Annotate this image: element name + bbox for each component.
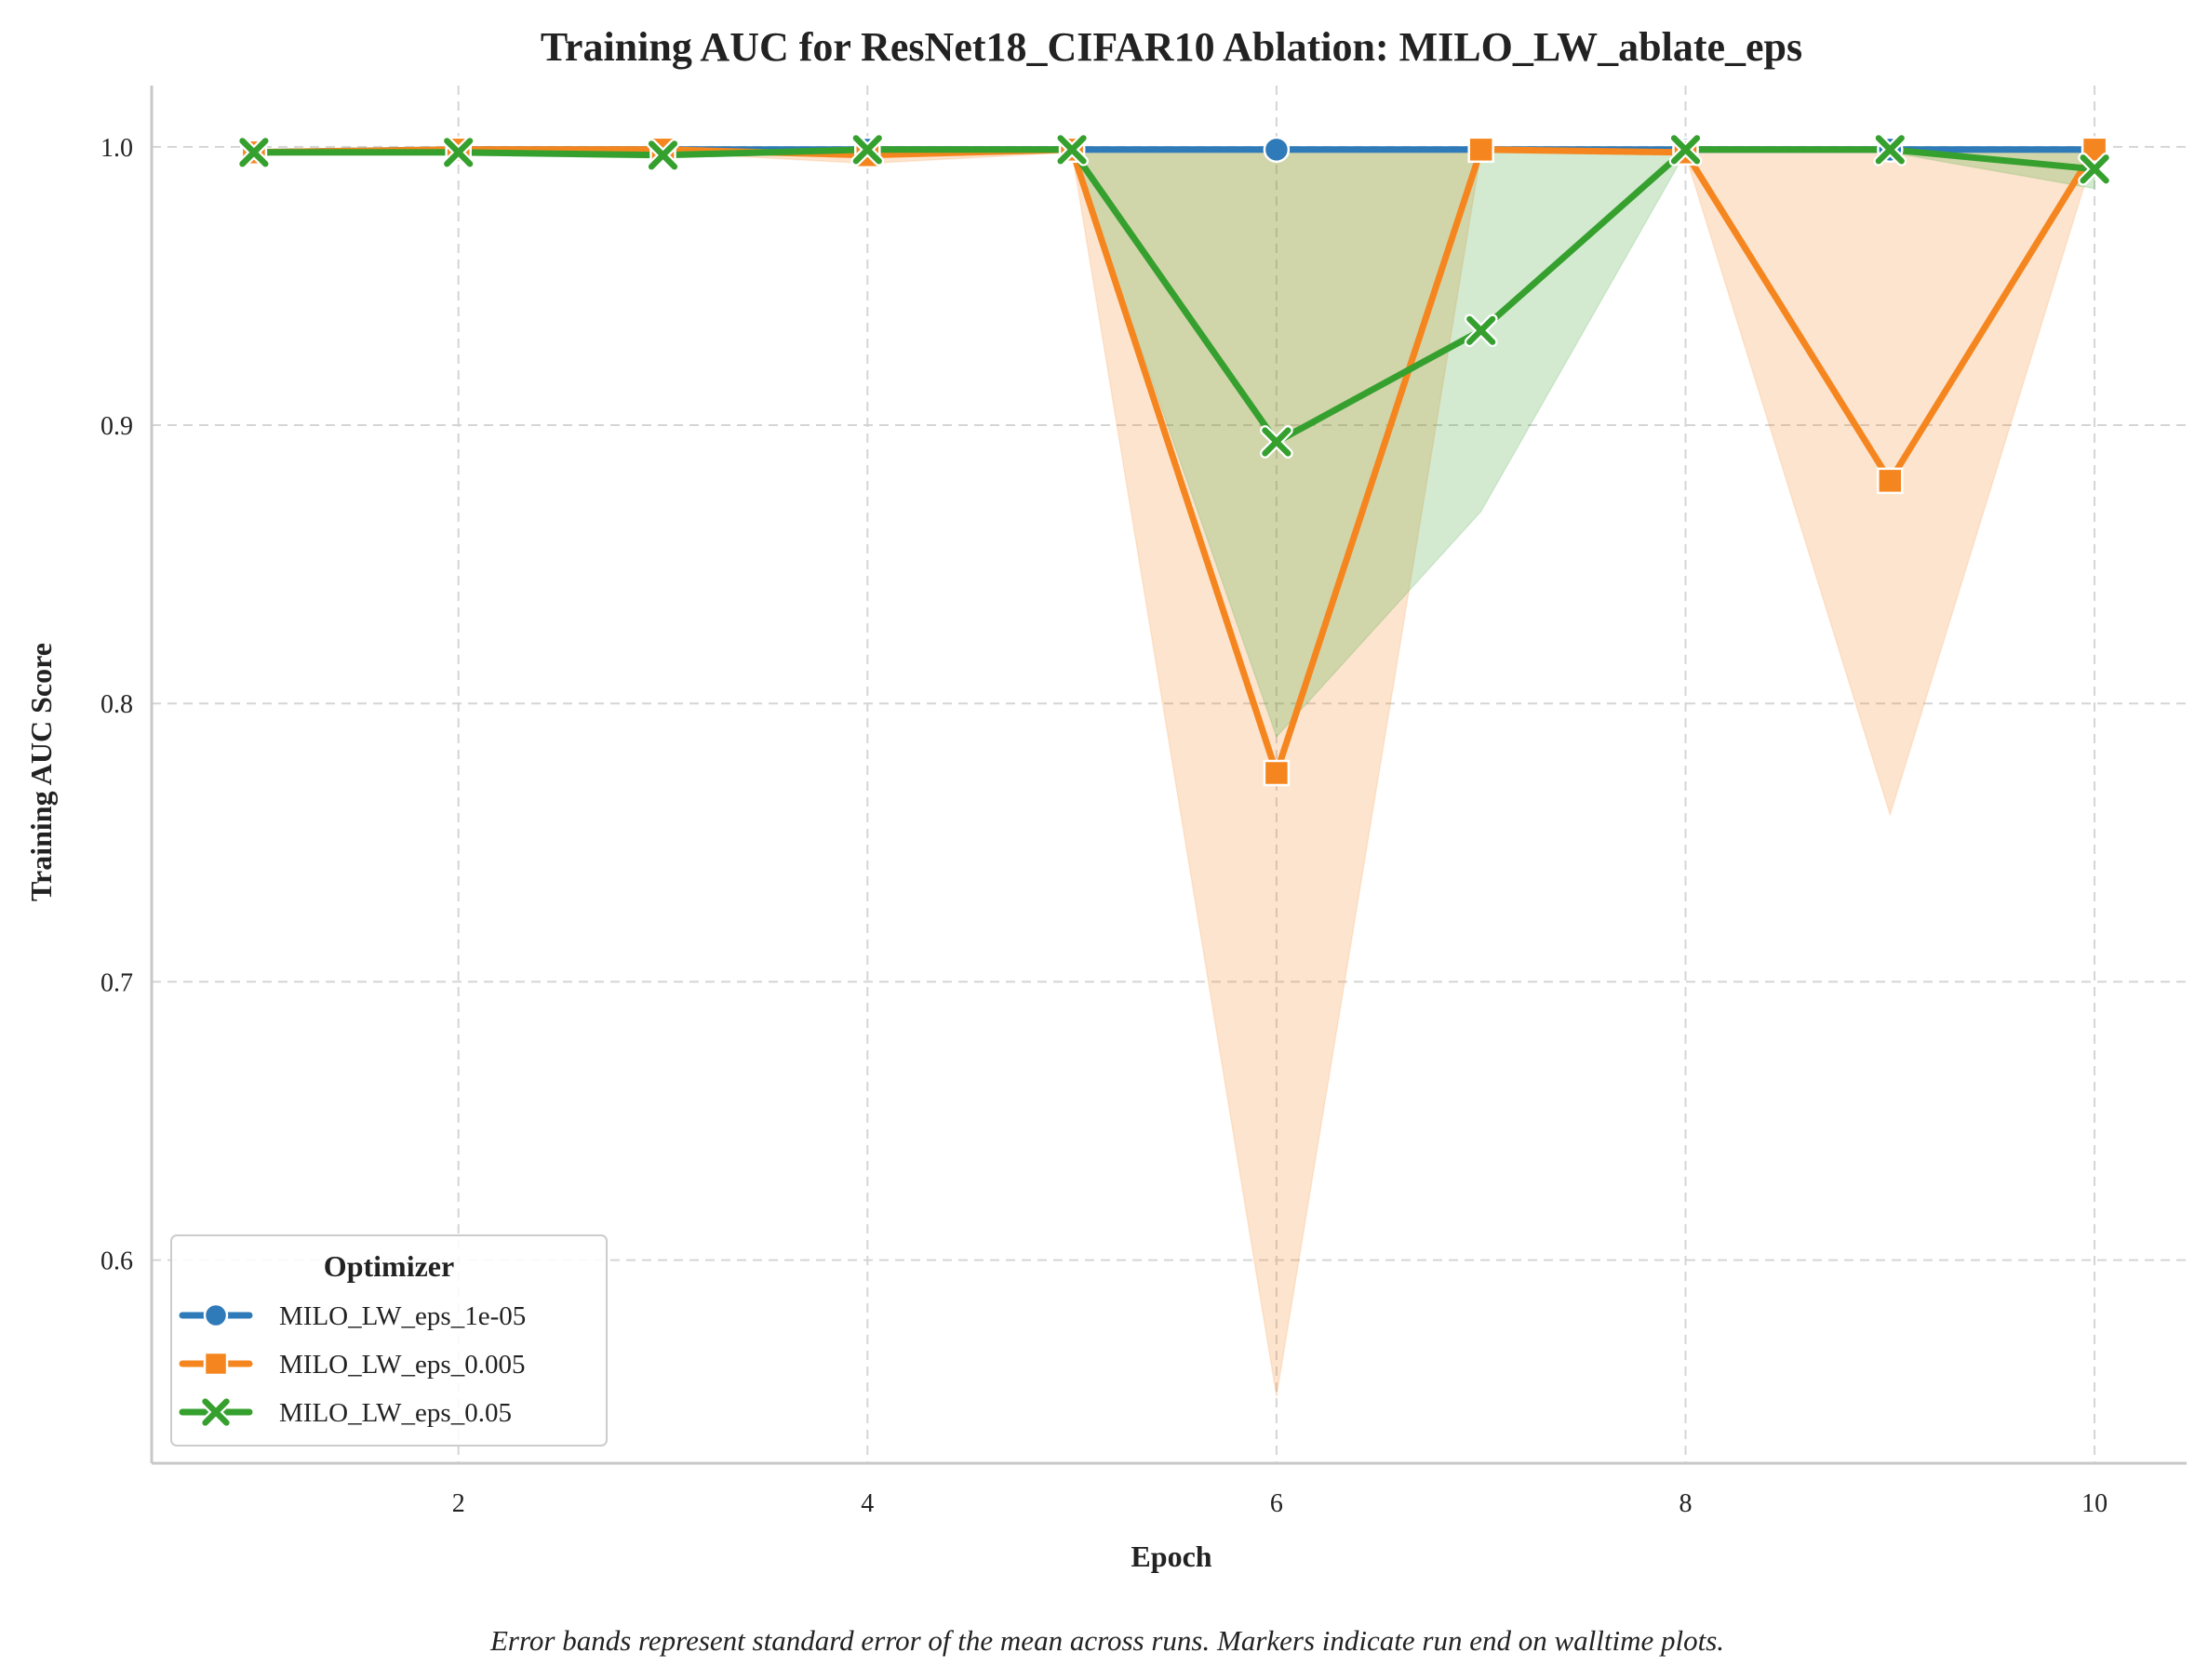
data-point-2-7 <box>1467 136 1494 164</box>
x-tick-label: 8 <box>1679 1489 1692 1518</box>
series-line-2 <box>250 146 2098 777</box>
legend-label-2: MILO_LW_eps_0.005 <box>279 1350 525 1380</box>
data-point-3-7 <box>1466 315 1496 345</box>
legend: Optimizer MILO_LW_eps_1e-05 MILO_LW_eps_0… <box>170 1234 608 1447</box>
legend-box <box>170 1234 608 1447</box>
x-tick-label: 6 <box>1270 1489 1283 1518</box>
data-point-3-4 <box>852 135 882 165</box>
data-point-3-8 <box>1670 135 1701 165</box>
y-axis-label: Training AUC Score <box>24 643 58 901</box>
legend-marker-1 <box>203 1302 229 1328</box>
error-bands <box>253 146 2095 1397</box>
x-tick-label: 4 <box>861 1489 874 1518</box>
y-tick-label: 1.0 <box>100 134 133 163</box>
legend-label-1: MILO_LW_eps_1e-05 <box>279 1301 526 1331</box>
grid-lines <box>152 86 2187 1463</box>
x-tick-label: 2 <box>452 1489 465 1518</box>
tick-labels: 2 4 6 8 10 0.6 0.7 0.8 0.9 1.0 <box>100 134 2108 1518</box>
series-markers <box>237 132 2111 787</box>
y-tick-label: 0.7 <box>100 968 133 997</box>
data-point-2-6 <box>1263 759 1291 787</box>
data-point-1-6 <box>1263 136 1291 164</box>
axes <box>150 86 2187 1465</box>
x-axis-label: Epoch <box>1131 1540 1211 1573</box>
data-point-3-1 <box>239 138 269 167</box>
chart-caption: Error bands represent standard error of … <box>489 1624 1724 1657</box>
y-tick-label: 0.8 <box>100 690 133 719</box>
data-point-3-9 <box>1875 135 1905 165</box>
data-point-3-2 <box>444 138 474 167</box>
legend-marker-2 <box>203 1351 229 1377</box>
data-point-3-5 <box>1057 135 1087 165</box>
series-line-3 <box>250 146 2098 446</box>
series-lines <box>250 146 2098 777</box>
x-tick-label: 10 <box>2081 1489 2108 1518</box>
data-point-2-9 <box>1877 467 1904 495</box>
legend-title: Optimizer <box>324 1249 454 1283</box>
chart-title: Training AUC for ResNet18_CIFAR10 Ablati… <box>541 24 1802 70</box>
data-point-3-10 <box>2080 154 2109 184</box>
y-tick-label: 0.6 <box>100 1247 133 1276</box>
data-point-3-3 <box>648 140 678 170</box>
legend-marker-3 <box>202 1398 230 1426</box>
legend-label-3: MILO_LW_eps_0.05 <box>279 1398 512 1428</box>
data-point-3-6 <box>1262 427 1291 457</box>
y-tick-label: 0.9 <box>100 412 133 441</box>
